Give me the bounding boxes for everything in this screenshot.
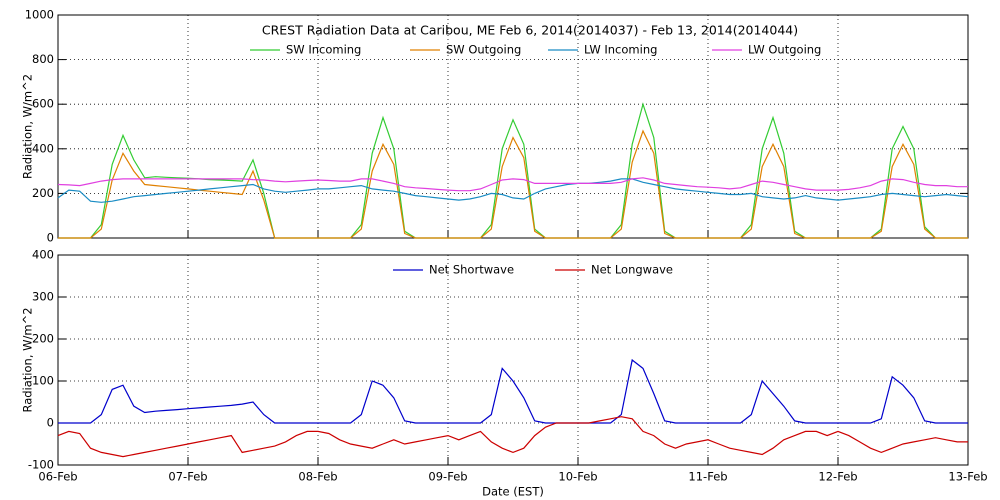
plot-frame [57, 14, 969, 239]
x-tick-label: 09-Feb [428, 470, 467, 484]
series-line [57, 416, 968, 458]
y-tick-label: 100 [32, 374, 54, 388]
chart-title: CREST Radiation Data at Caribou, ME Feb … [262, 23, 798, 38]
x-tick-label: 11-Feb [688, 470, 727, 484]
legend-label: LW Incoming [584, 43, 657, 57]
y-tick-label: 1000 [25, 8, 54, 22]
y-tick-label: 200 [32, 186, 54, 200]
series-line [57, 177, 968, 192]
legend-label: SW Outgoing [446, 43, 521, 57]
y-tick-label: -100 [28, 458, 54, 472]
x-tick-label: 08-Feb [298, 470, 337, 484]
y-tick-label: 0 [47, 231, 54, 245]
series-line [58, 102, 968, 239]
legend-label: LW Outgoing [748, 43, 821, 57]
y-tick-label: 800 [32, 52, 54, 66]
y-tick-label: 0 [47, 416, 54, 430]
y-tick-label: 600 [32, 97, 54, 111]
y-tick-label: 300 [32, 290, 54, 304]
legend-label: SW Incoming [286, 43, 361, 57]
series-line [58, 358, 968, 424]
y-tick-label: 400 [32, 248, 54, 262]
x-axis-label: Date (EST) [482, 485, 544, 499]
y-axis-label: Radiation, W/m^2 [21, 74, 35, 179]
legend-label: Net Shortwave [429, 263, 514, 277]
x-tick-label: 06-Feb [38, 470, 77, 484]
x-tick-label: 07-Feb [168, 470, 207, 484]
legend-label: Net Longwave [591, 263, 673, 277]
series-line [57, 178, 969, 203]
x-tick-label: 13-Feb [948, 470, 987, 484]
series-line [58, 129, 968, 239]
y-tick-label: 200 [32, 332, 54, 346]
x-tick-label: 12-Feb [818, 470, 857, 484]
y-tick-label: 400 [32, 141, 54, 155]
x-tick-label: 10-Feb [558, 470, 597, 484]
y-axis-label: Radiation, W/m^2 [21, 307, 35, 412]
